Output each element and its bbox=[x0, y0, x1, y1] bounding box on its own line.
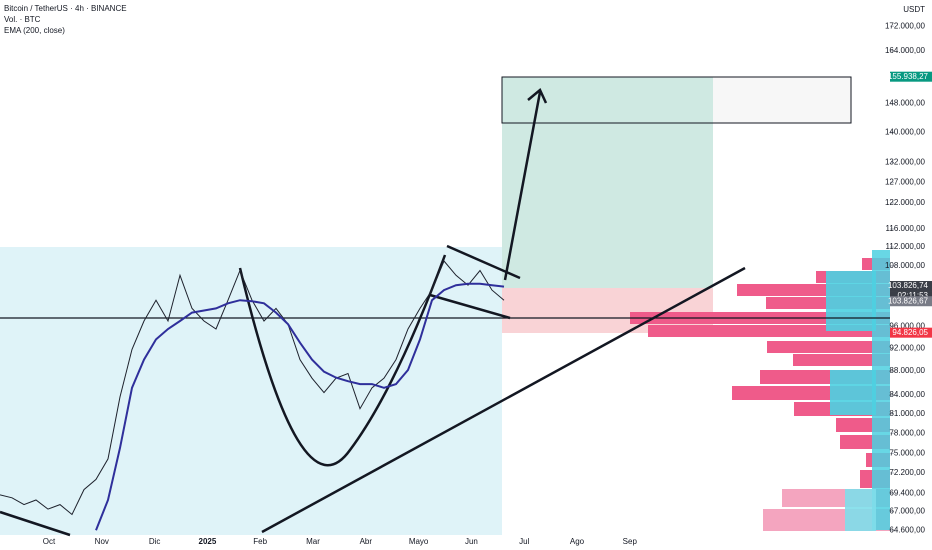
y-tick-label: 116.000,00 bbox=[886, 224, 926, 233]
countdown-tag bbox=[890, 291, 932, 302]
x-tick-label: Jun bbox=[465, 537, 478, 546]
x-tick-label: 2025 bbox=[199, 537, 217, 546]
trend-line bbox=[261, 266, 746, 534]
range-box bbox=[0, 247, 502, 535]
flag-line bbox=[446, 244, 521, 280]
flag-line bbox=[429, 293, 511, 320]
x-tick-label: Oct bbox=[43, 537, 56, 546]
vp-bar bbox=[826, 271, 876, 331]
y-tick-label: 75.000,00 bbox=[889, 448, 925, 457]
vp-bar bbox=[845, 489, 876, 531]
indicator-legend: EMA (200, close) bbox=[4, 26, 65, 35]
vp-bar bbox=[793, 354, 890, 366]
y-tick-label: 172.000,00 bbox=[885, 21, 926, 30]
y-tick-label: 96.000,00 bbox=[889, 321, 925, 330]
price-tag-label: 94.826,05 bbox=[892, 328, 928, 337]
plot bbox=[0, 260, 505, 531]
price-tag bbox=[890, 71, 932, 82]
y-tick-label: 132.000,00 bbox=[885, 158, 926, 167]
price-tag bbox=[890, 296, 932, 307]
cup-curve bbox=[238, 254, 447, 467]
price-tag bbox=[890, 281, 932, 292]
trend-line bbox=[0, 510, 71, 537]
x-tick-label: Jul bbox=[519, 537, 529, 546]
vp-bar bbox=[830, 370, 876, 415]
ema-line bbox=[95, 282, 505, 531]
x-tick-label: Mayo bbox=[409, 537, 429, 546]
y-tick-label: 72.200,00 bbox=[889, 468, 925, 477]
target-arrow bbox=[503, 87, 548, 281]
x-tick-label: Feb bbox=[253, 537, 267, 546]
y-tick-label: 92.000,00 bbox=[889, 343, 925, 352]
target-box bbox=[501, 76, 852, 124]
vp-bar bbox=[767, 341, 890, 353]
countdown-label: 02:11:53 bbox=[897, 291, 928, 300]
target-zone bbox=[502, 77, 713, 288]
symbol-title: Bitcoin / TetherUS · 4h · BINANCE bbox=[4, 4, 127, 13]
x-tick-label: Sep bbox=[623, 537, 638, 546]
y-tick-label: 127.000,00 bbox=[885, 177, 926, 186]
y-tick-label: 78.000,00 bbox=[889, 428, 925, 437]
y-tick-label: 84.000,00 bbox=[889, 390, 925, 399]
x-tick-label: Mar bbox=[306, 537, 320, 546]
y-tick-label: 112.000,00 bbox=[886, 242, 926, 251]
x-tick-label: Dic bbox=[149, 537, 161, 546]
y-tick-label: 67.000,00 bbox=[889, 507, 925, 516]
currency-label: USDT bbox=[903, 5, 925, 14]
vp-bar bbox=[872, 250, 890, 530]
y-tick-label: 64.600,00 bbox=[889, 525, 925, 534]
x-tick-label: Ago bbox=[570, 537, 585, 546]
y-tick-label: 108.000,00 bbox=[885, 261, 926, 270]
price-tag bbox=[890, 327, 932, 338]
y-tick-label: 140.000,00 bbox=[885, 127, 926, 136]
y-tick-label: 69.400,00 bbox=[889, 488, 925, 497]
volume-profile bbox=[630, 250, 890, 531]
y-tick-label: 81.000,00 bbox=[889, 409, 925, 418]
y-tick-label: 148.000,00 bbox=[885, 99, 926, 108]
target-extension bbox=[713, 77, 851, 123]
volume-legend: Vol. · BTC bbox=[4, 15, 41, 24]
x-tick-label: Nov bbox=[95, 537, 109, 546]
price-axis bbox=[890, 0, 932, 550]
y-tick-label: 88.000,00 bbox=[889, 366, 925, 375]
price-tag-label: 155.938,27 bbox=[888, 72, 929, 81]
y-tick-label: 122.000,00 bbox=[885, 198, 926, 207]
x-tick-label: Abr bbox=[360, 537, 373, 546]
price-tag-label: 103.826,74 bbox=[888, 281, 929, 290]
price-tag-label: 103.826,67 bbox=[888, 296, 929, 305]
y-tick-label: 164.000,00 bbox=[885, 46, 926, 55]
